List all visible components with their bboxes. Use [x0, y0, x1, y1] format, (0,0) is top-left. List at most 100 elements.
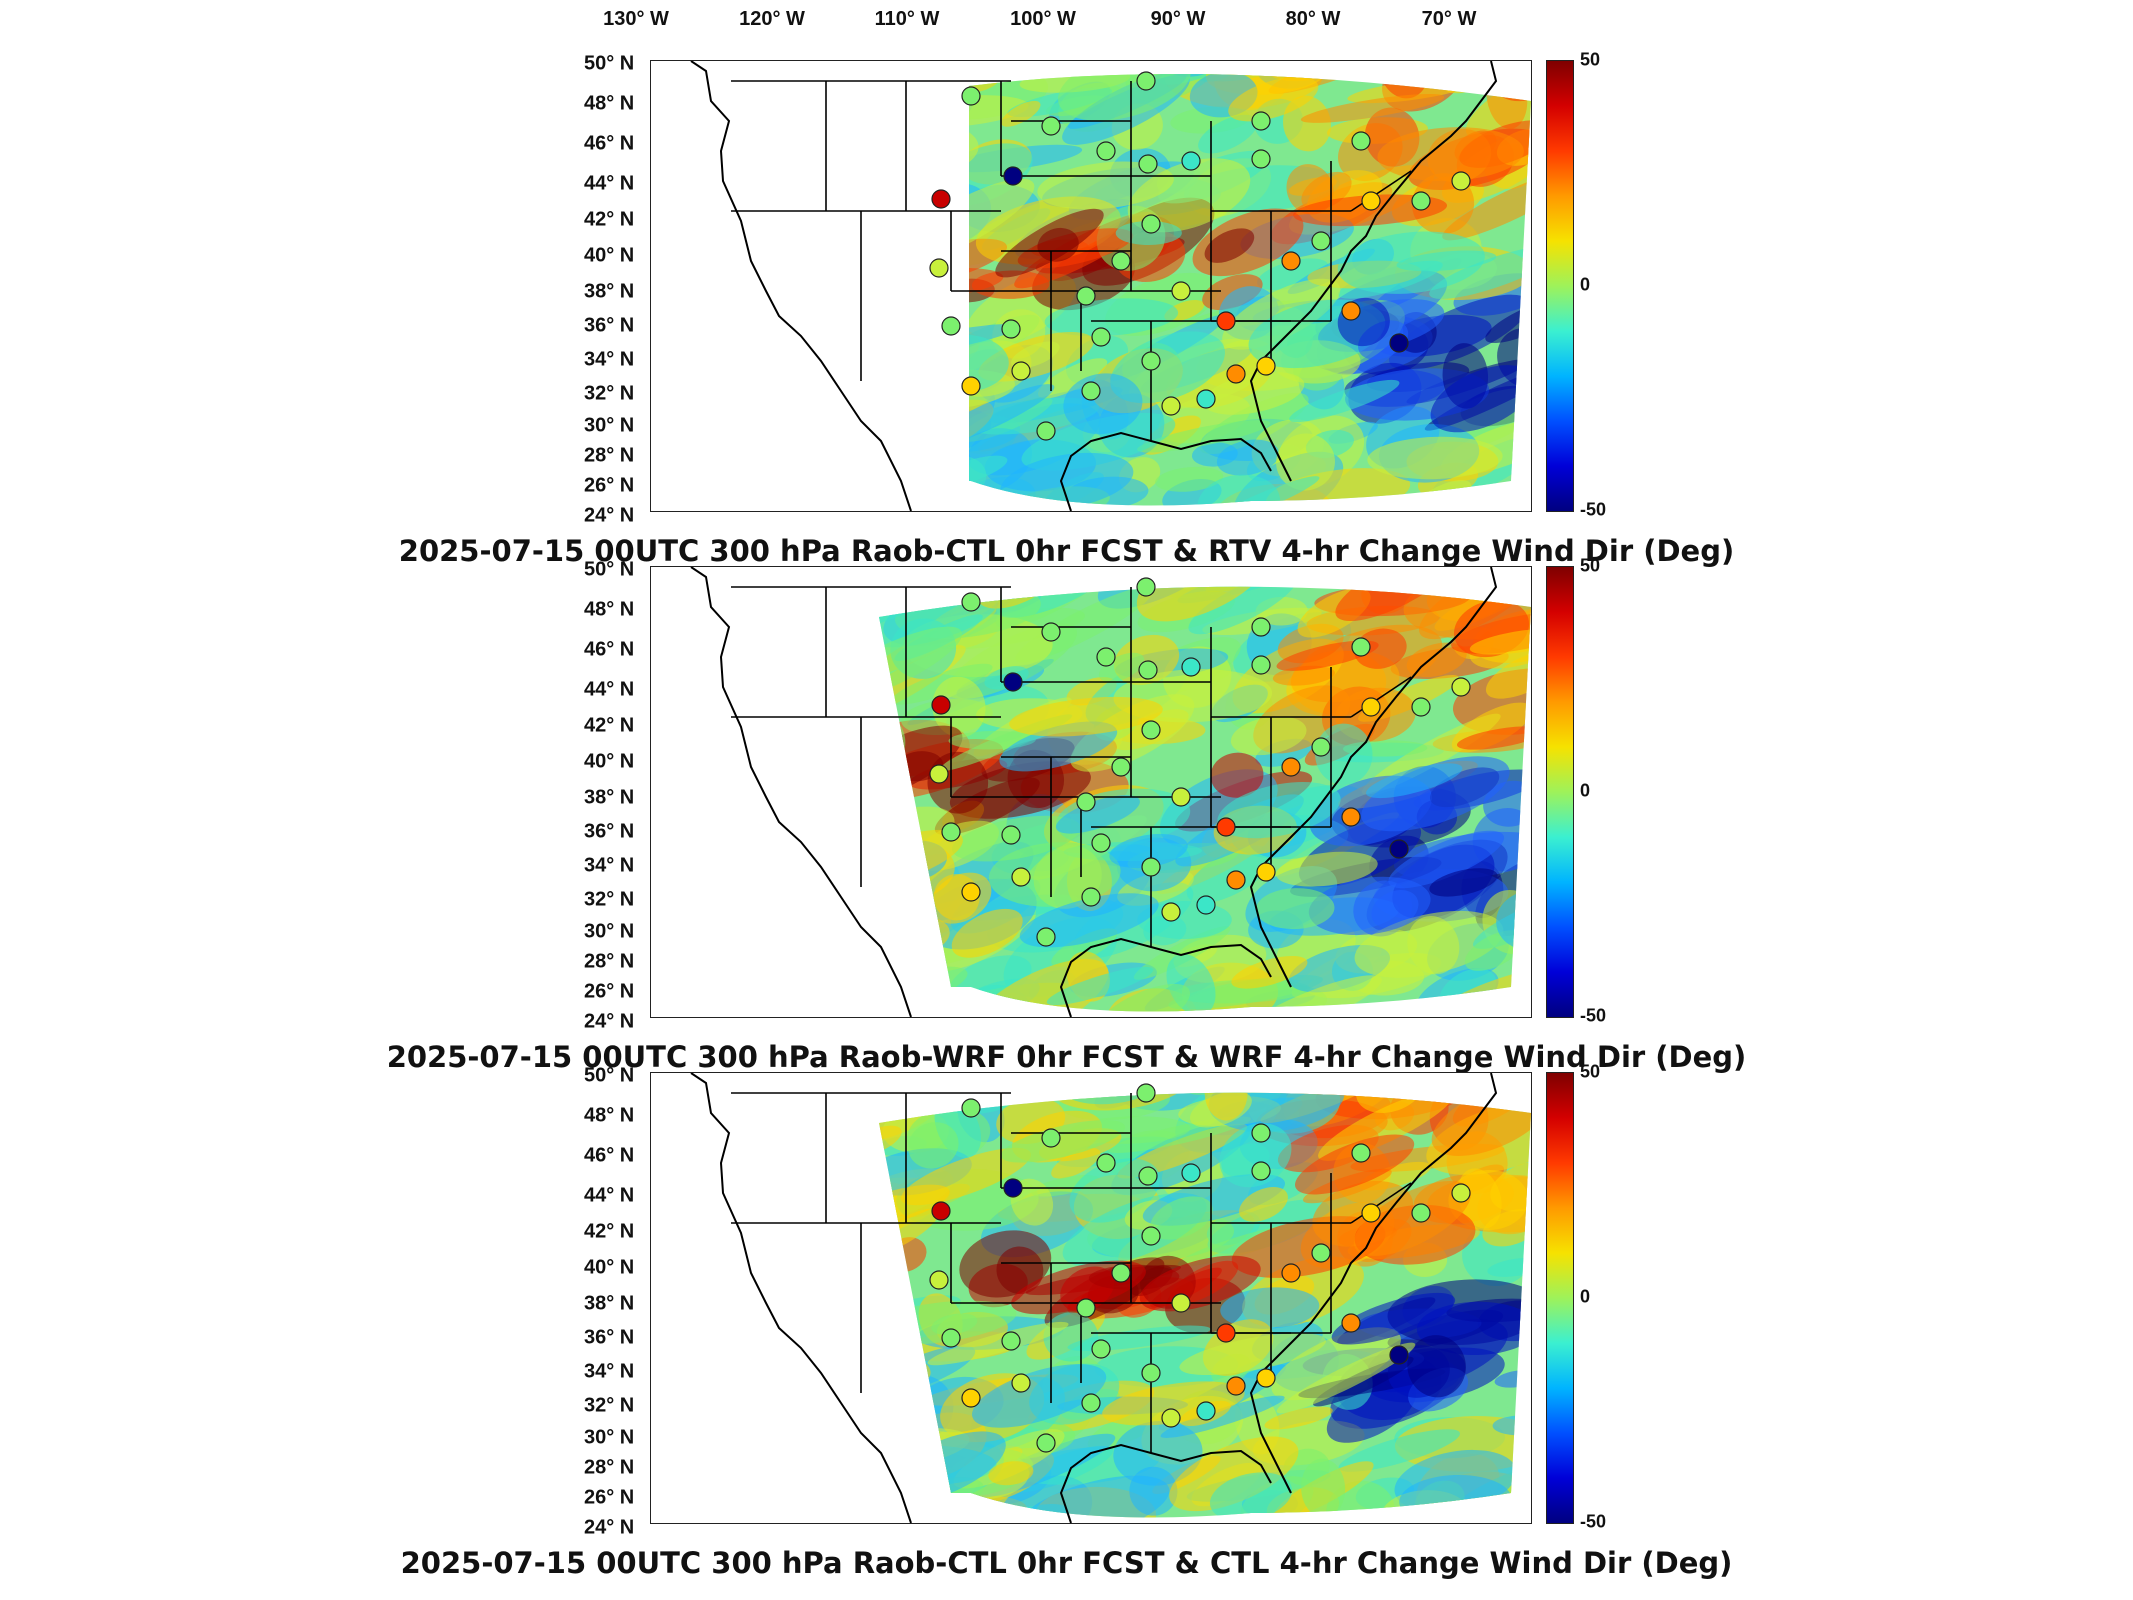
- raob-station-marker: [1141, 720, 1161, 740]
- latitude-label: 32° N: [584, 1394, 635, 1417]
- latitude-label: 32° N: [584, 888, 635, 911]
- field-patch: [1208, 1092, 1345, 1132]
- raob-station-marker: [1076, 286, 1096, 306]
- raob-station-marker: [1141, 1226, 1161, 1246]
- latitude-label: 42° N: [584, 714, 635, 737]
- wind-direction-field: [690, 567, 1531, 1017]
- latitude-label: 26° N: [584, 980, 635, 1003]
- latitude-label: 30° N: [584, 1426, 635, 1449]
- field-patch: [1377, 127, 1524, 182]
- field-patch: [873, 361, 941, 420]
- longitude-label: 90° W: [1150, 8, 1206, 30]
- longitude-label: 110° W: [874, 8, 940, 30]
- field-patch: [969, 95, 1029, 128]
- raob-station-marker: [941, 316, 961, 336]
- field-patch: [1230, 716, 1307, 756]
- raob-station-marker: [1138, 1166, 1158, 1186]
- latitude-label: 24° N: [584, 504, 635, 527]
- raob-station-marker: [941, 1328, 961, 1348]
- field-patch: [879, 1125, 902, 1156]
- field-patch: [979, 1092, 1047, 1100]
- raob-station-marker: [1181, 657, 1201, 677]
- raob-station-marker: [1141, 214, 1161, 234]
- field-patch: [1490, 1161, 1531, 1212]
- wind-direction-field: [690, 1073, 1531, 1523]
- field-patch: [1308, 876, 1431, 936]
- raob-station-marker: [1451, 677, 1471, 697]
- raob-station-marker: [1196, 1401, 1216, 1421]
- latitude-label: 28° N: [584, 950, 635, 973]
- raob-station-marker: [1111, 757, 1131, 777]
- raob-station-marker: [1136, 577, 1156, 597]
- colorbar-tick-label: -50: [1580, 1005, 1607, 1026]
- field-patch: [1037, 358, 1108, 399]
- latitude-label: 44° N: [584, 1184, 635, 1207]
- latitude-label: 28° N: [584, 444, 635, 467]
- field-patch: [969, 455, 1008, 489]
- field-patch: [1058, 74, 1191, 121]
- field-patch: [969, 959, 1109, 1012]
- state-border: [1350, 1182, 1412, 1224]
- field-patch: [1326, 1380, 1416, 1443]
- latitude-label: 46° N: [584, 638, 635, 661]
- field-patch: [1315, 723, 1373, 785]
- field-patch: [1366, 763, 1463, 799]
- raob-station-marker: [1361, 697, 1381, 717]
- field-patch: [908, 1122, 959, 1169]
- field-patch: [870, 119, 961, 180]
- field-patch: [1257, 258, 1329, 290]
- field-patch: [879, 1424, 903, 1469]
- field-patch: [931, 1313, 978, 1335]
- field-patch: [1456, 726, 1531, 750]
- field-patch: [1188, 586, 1298, 635]
- raob-station-marker: [1181, 151, 1201, 171]
- raob-station-marker: [1196, 389, 1216, 409]
- field-patch: [1000, 1120, 1126, 1163]
- field-patch: [1338, 1429, 1460, 1472]
- raob-station-marker: [1411, 697, 1431, 717]
- raob-station-marker: [1216, 311, 1236, 331]
- raob-station-marker: [1161, 1408, 1181, 1428]
- raob-station-marker: [1011, 361, 1031, 381]
- field-patch: [1001, 100, 1041, 127]
- field-patch: [969, 442, 972, 506]
- longitude-label: 100° W: [1010, 8, 1076, 30]
- field-patch: [1388, 830, 1505, 889]
- field-patch: [1216, 439, 1280, 476]
- raob-station-marker: [1341, 807, 1361, 827]
- field-patch: [1318, 1092, 1455, 1161]
- latitude-label: 50° N: [584, 1064, 635, 1087]
- field-patch: [1276, 433, 1335, 491]
- colorbar: [1546, 60, 1574, 512]
- raob-station-marker: [1141, 857, 1161, 877]
- raob-station-marker: [1311, 737, 1331, 757]
- field-patch: [1046, 966, 1154, 1006]
- field-patch: [1436, 494, 1531, 506]
- raob-station-marker: [1351, 637, 1371, 657]
- raob-station-marker: [1251, 655, 1271, 675]
- field-patch: [1429, 868, 1498, 897]
- raob-station-marker: [1256, 1368, 1276, 1388]
- raob-station-marker: [1011, 1373, 1031, 1393]
- raob-station-marker: [1001, 825, 1021, 845]
- raob-station-marker: [1096, 141, 1116, 161]
- latitude-label: 24° N: [584, 1010, 635, 1033]
- raob-station-marker: [1171, 281, 1191, 301]
- field-patch: [1457, 1168, 1502, 1229]
- latitude-label: 50° N: [584, 558, 635, 581]
- raob-station-marker: [1081, 887, 1101, 907]
- raob-station-marker: [1091, 1339, 1111, 1359]
- raob-station-marker: [1256, 356, 1276, 376]
- field-patch: [914, 211, 972, 261]
- field-patch: [879, 886, 911, 917]
- field-patch: [1198, 114, 1258, 154]
- field-patch: [1009, 696, 1163, 737]
- field-patch: [969, 384, 1055, 449]
- field-patch: [1442, 169, 1531, 241]
- field-patch: [867, 459, 941, 511]
- field-patch: [879, 1353, 931, 1398]
- raob-station-marker: [1041, 116, 1061, 136]
- raob-station-marker: [1076, 1298, 1096, 1318]
- field-patch: [1271, 1327, 1401, 1401]
- raob-station-marker: [1251, 111, 1271, 131]
